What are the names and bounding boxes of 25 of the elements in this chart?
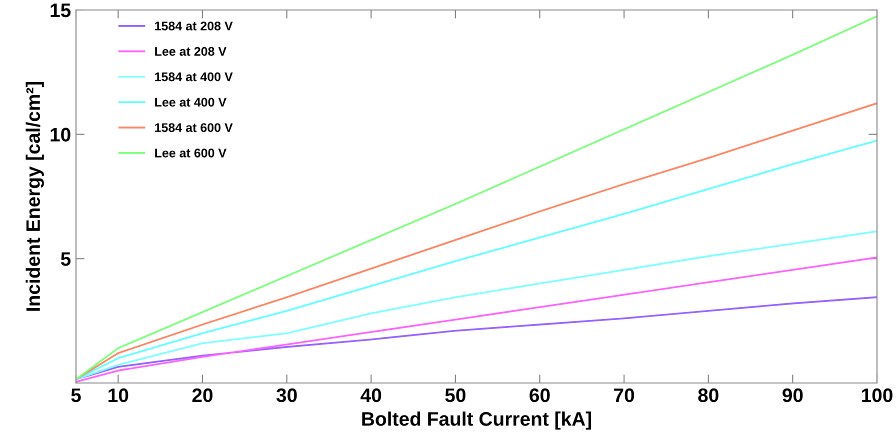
x-tick-label: 30 (276, 388, 297, 402)
x-tick-label: 20 (192, 388, 212, 402)
x-tick-label: 80 (698, 388, 718, 402)
legend-label: 1584 at 208 V (155, 22, 233, 30)
x-tick-label: 40 (360, 388, 382, 402)
legend-label: Lee at 208 V (155, 46, 226, 56)
line-series (76, 230, 877, 380)
x-tick-label: 100 (862, 388, 892, 402)
x-tick-label: 50 (445, 388, 466, 402)
x-tick-label: 70 (614, 388, 634, 402)
x-tick-label: 60 (530, 388, 550, 402)
x-tick-label: 90 (782, 388, 803, 402)
legend-label: 1584 at 600 V (155, 123, 233, 132)
x-tick-label: 5 (71, 388, 81, 402)
x-axis-title: Bolted Fault Current [kA] (362, 412, 591, 430)
y-axis-title: Incident Energy [cal/cm²] (26, 82, 44, 311)
y-tick-label: 5 (60, 252, 71, 266)
legend-label: Lee at 600 V (155, 148, 226, 158)
x-tick-label: 10 (108, 388, 128, 402)
legend-label: 1584 at 400 V (155, 72, 233, 82)
y-tick-label: 10 (50, 128, 70, 142)
line-series (76, 15, 877, 380)
y-tick-label: 15 (50, 4, 71, 18)
line-series (76, 296, 877, 380)
legend-label: Lee at 400 V (155, 98, 226, 107)
